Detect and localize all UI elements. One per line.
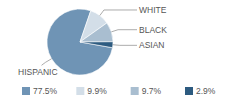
legend-swatch bbox=[185, 87, 193, 95]
legend: 77.5% 9.9% 9.7% 2.9% bbox=[22, 86, 216, 96]
slice-label: ASIAN bbox=[139, 40, 165, 50]
pie-slice bbox=[80, 42, 113, 48]
legend-swatch bbox=[22, 87, 30, 95]
slice-label: BLACK bbox=[139, 25, 167, 35]
leader-line bbox=[111, 30, 137, 32]
legend-swatch bbox=[76, 87, 84, 95]
legend-swatch bbox=[131, 87, 139, 95]
leader-line bbox=[113, 44, 137, 46]
legend-label: 2.9% bbox=[196, 86, 216, 96]
slice-label: HISPANIC bbox=[18, 67, 58, 77]
legend-label: 77.5% bbox=[33, 86, 58, 96]
legend-label: 9.7% bbox=[142, 86, 162, 96]
slice-label: WHITE bbox=[139, 5, 167, 15]
legend-label: 9.9% bbox=[87, 86, 107, 96]
leader-line bbox=[42, 59, 52, 66]
leader-line bbox=[100, 10, 137, 16]
chart: WHITE BLACK ASIAN HISPANIC 77.5% 9.9% 9.7% 2.9% bbox=[0, 0, 240, 100]
pie bbox=[47, 9, 113, 75]
pie-slice bbox=[80, 23, 113, 42]
pie-slice bbox=[47, 9, 112, 75]
slice-labels: WHITE BLACK ASIAN HISPANIC bbox=[18, 5, 167, 77]
